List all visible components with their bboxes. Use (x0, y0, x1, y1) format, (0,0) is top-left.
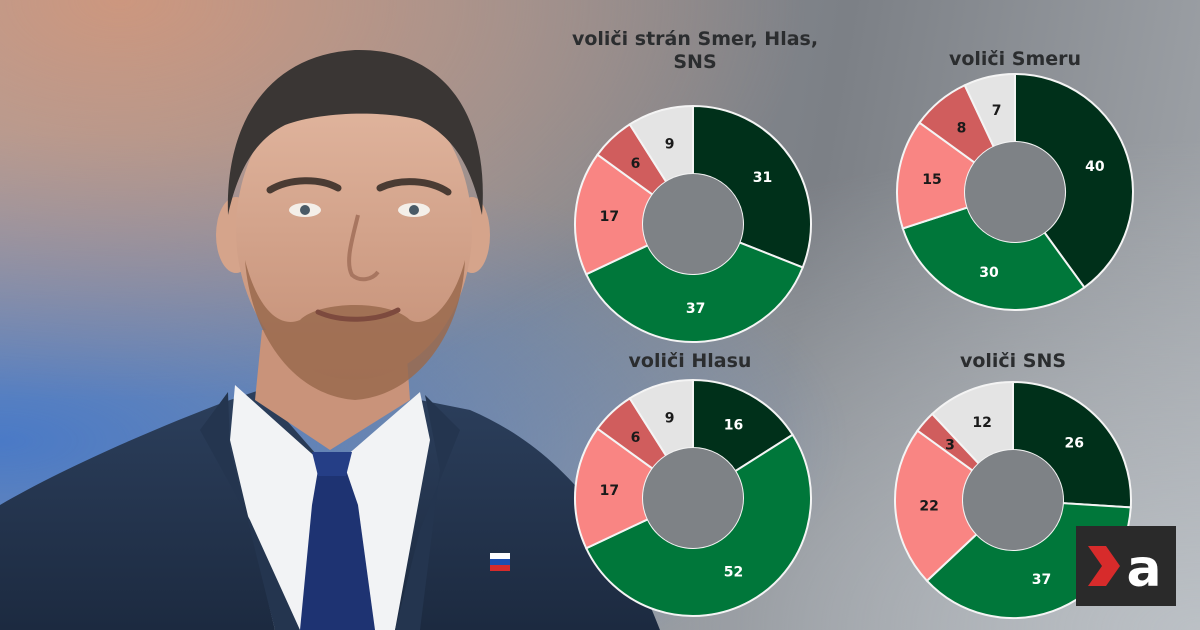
chart-title-4: voliči SNS (959, 350, 1067, 372)
chart-panel-3: 16 52 17 6 9 voliči Hlasu (555, 350, 825, 630)
donut-hole (963, 450, 1063, 550)
chart-title-2: voliči Smeru (948, 48, 1082, 70)
donut-hole (965, 142, 1065, 242)
slice-value-label: 8 (957, 120, 967, 136)
slice-value-label: 9 (665, 410, 675, 426)
slice-value-label: 7 (992, 103, 1002, 119)
mouth (315, 307, 401, 322)
brand-logo: a (1076, 526, 1176, 606)
right-eyebrow (376, 178, 452, 196)
slice-value-label: 30 (979, 265, 999, 281)
chart-title-3: voliči Hlasu (628, 350, 752, 372)
logo-chevron-icon (1088, 546, 1120, 586)
chart-panel-4: 26 37 22 3 12 voliči SNS (878, 350, 1148, 630)
slice-value-label: 12 (972, 415, 991, 431)
slice-value-label: 52 (724, 565, 743, 581)
slice-value-label: 15 (922, 172, 941, 188)
person-portrait (0, 49, 660, 630)
right-lapel (395, 395, 460, 630)
donut-hole (643, 174, 743, 274)
slice-value-label: 22 (919, 498, 938, 514)
hair (227, 49, 483, 215)
left-lapel (200, 392, 300, 630)
nose (347, 214, 380, 282)
tie-knot (312, 452, 352, 476)
slice-value-label: 3 (945, 437, 955, 453)
slice-value-label: 31 (753, 170, 772, 186)
logo-letter: a (1126, 539, 1161, 599)
slice-value-label: 17 (600, 483, 619, 499)
chart-panel-2: 40 30 15 8 7 voliči Smeru (880, 48, 1150, 358)
slice-value-label: 6 (631, 430, 641, 446)
donut-chart-3: 16 52 17 6 9 (574, 378, 812, 617)
logo-mark: a (1088, 539, 1162, 599)
chart-panel-1: 31 37 17 6 9 voliči strán Smer, Hlas, SNS (560, 28, 830, 343)
slice-value-label: 40 (1085, 159, 1105, 175)
donut-chart-4: 26 37 22 3 12 (894, 380, 1132, 619)
flag-pin (490, 553, 510, 571)
left-eyebrow (266, 177, 342, 194)
slice-value-label: 17 (600, 209, 619, 225)
slice-value-label: 37 (686, 301, 705, 317)
donut-hole (643, 448, 743, 548)
donut-chart-1: 31 37 17 6 9 (574, 104, 812, 343)
slice-value-label: 16 (724, 417, 743, 433)
slice-value-label: 6 (631, 156, 641, 172)
slice-value-label: 26 (1064, 435, 1083, 451)
beard (245, 260, 465, 400)
slice-value-label: 37 (1032, 572, 1051, 588)
donut-chart-2: 40 30 15 8 7 (896, 72, 1134, 311)
slice-value-label: 9 (665, 136, 675, 152)
chart-title-1: voliči strán Smer, Hlas, SNS (571, 28, 819, 73)
necktie (300, 470, 375, 630)
